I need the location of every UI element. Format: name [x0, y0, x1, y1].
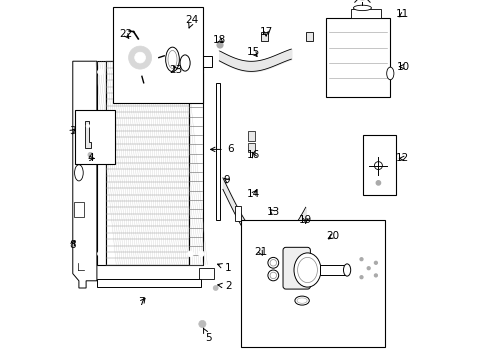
Circle shape	[85, 150, 95, 159]
Text: 2: 2	[217, 281, 231, 291]
Circle shape	[198, 69, 204, 75]
Ellipse shape	[293, 253, 320, 287]
Ellipse shape	[296, 298, 306, 303]
Circle shape	[217, 42, 223, 48]
Text: 20: 20	[325, 231, 339, 241]
Circle shape	[199, 320, 205, 328]
Circle shape	[375, 181, 380, 185]
Text: 10: 10	[396, 62, 408, 72]
Circle shape	[358, 274, 364, 280]
Text: 5: 5	[203, 328, 211, 343]
Text: 7: 7	[138, 297, 145, 307]
Text: 8: 8	[69, 240, 76, 250]
Circle shape	[86, 124, 89, 128]
Text: 3: 3	[69, 126, 76, 136]
Text: 11: 11	[395, 9, 408, 19]
Circle shape	[88, 153, 92, 157]
Bar	[97, 61, 106, 265]
Bar	[260, 32, 267, 41]
Circle shape	[98, 69, 103, 75]
Circle shape	[372, 260, 378, 266]
Bar	[75, 110, 115, 164]
Circle shape	[372, 272, 378, 279]
Text: 4: 4	[87, 153, 94, 163]
Text: 12: 12	[395, 153, 408, 163]
Bar	[106, 61, 188, 265]
Bar	[113, 7, 203, 103]
Polygon shape	[73, 61, 97, 288]
Text: 19: 19	[299, 215, 312, 225]
Bar	[247, 143, 255, 152]
Circle shape	[198, 251, 204, 257]
Circle shape	[213, 286, 218, 290]
Bar	[74, 202, 84, 217]
Bar	[351, 9, 380, 18]
Text: 15: 15	[246, 47, 260, 57]
Ellipse shape	[165, 47, 179, 72]
Bar	[97, 279, 201, 287]
Ellipse shape	[294, 296, 309, 305]
Bar	[248, 131, 254, 141]
Text: 23: 23	[169, 65, 183, 75]
Ellipse shape	[343, 264, 350, 276]
Circle shape	[128, 46, 151, 69]
Text: 22: 22	[119, 29, 132, 39]
Bar	[320, 265, 346, 275]
Circle shape	[359, 258, 362, 261]
Ellipse shape	[269, 272, 276, 279]
Text: 1: 1	[217, 263, 231, 273]
Text: 14: 14	[246, 189, 260, 199]
Ellipse shape	[267, 257, 278, 268]
Circle shape	[358, 256, 364, 262]
Ellipse shape	[353, 5, 371, 10]
Ellipse shape	[180, 55, 190, 71]
Ellipse shape	[267, 270, 278, 281]
Ellipse shape	[269, 260, 276, 266]
Bar	[305, 32, 312, 41]
Ellipse shape	[75, 165, 83, 181]
Polygon shape	[85, 121, 91, 148]
Circle shape	[374, 274, 377, 277]
Bar	[325, 18, 389, 97]
Circle shape	[365, 265, 371, 271]
Circle shape	[215, 40, 224, 50]
Bar	[363, 135, 396, 195]
Text: 17: 17	[259, 27, 272, 37]
Bar	[199, 268, 213, 279]
Bar	[241, 220, 384, 347]
Circle shape	[359, 276, 362, 279]
Ellipse shape	[168, 50, 177, 68]
Text: 9: 9	[223, 175, 229, 185]
Bar	[188, 61, 203, 265]
Circle shape	[195, 317, 209, 331]
Polygon shape	[127, 56, 212, 76]
Bar	[215, 83, 220, 220]
Circle shape	[373, 179, 382, 187]
FancyBboxPatch shape	[283, 247, 310, 289]
Circle shape	[374, 261, 377, 264]
Circle shape	[134, 52, 145, 63]
Text: 18: 18	[212, 35, 225, 45]
Text: 6: 6	[210, 144, 233, 154]
Circle shape	[187, 69, 193, 75]
Bar	[234, 206, 240, 221]
Text: 13: 13	[266, 207, 279, 217]
Text: 21: 21	[254, 247, 267, 257]
Ellipse shape	[386, 67, 393, 80]
Text: 16: 16	[246, 150, 260, 160]
Circle shape	[366, 267, 369, 270]
Circle shape	[352, 0, 372, 5]
Ellipse shape	[374, 162, 382, 170]
Circle shape	[98, 251, 103, 257]
Circle shape	[187, 251, 193, 257]
Circle shape	[121, 39, 159, 76]
Ellipse shape	[297, 257, 317, 283]
Circle shape	[211, 284, 220, 292]
Text: 24: 24	[185, 15, 199, 28]
